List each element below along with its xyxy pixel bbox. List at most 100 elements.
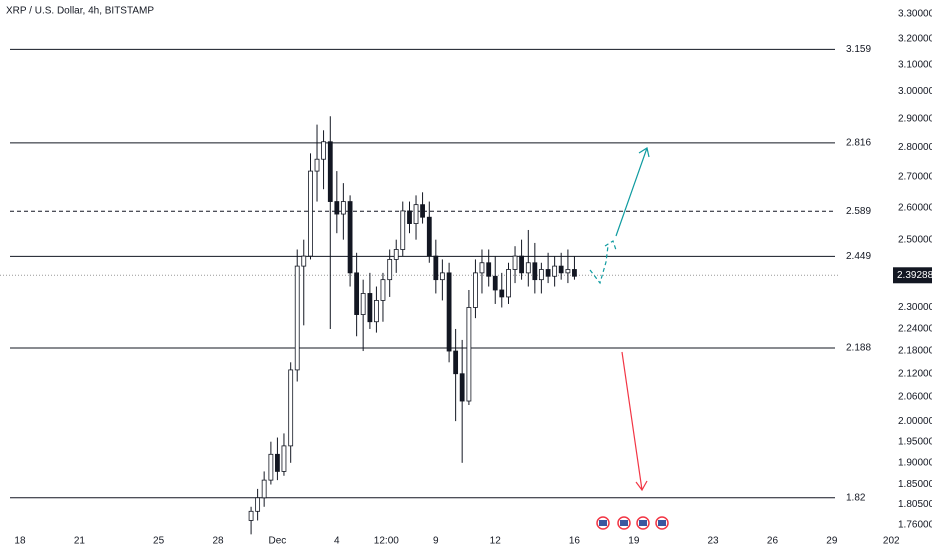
y-tick-label: 1.95000: [898, 436, 932, 447]
event-icons: [596, 516, 669, 530]
y-tick-label: 3.30000: [898, 9, 932, 20]
x-tick-label: 29: [826, 536, 838, 547]
candle-body: [492, 275, 498, 291]
candle-body: [340, 201, 346, 215]
candle-body: [446, 272, 452, 352]
candle-body: [512, 255, 518, 270]
candle-body: [413, 204, 419, 224]
candle-body: [499, 289, 505, 298]
candle-body: [327, 141, 333, 202]
candle-body: [248, 510, 254, 521]
arrow-down: [621, 351, 648, 492]
projection-down: [621, 351, 648, 492]
candle-body: [380, 279, 386, 301]
level-label: 2.816: [846, 138, 871, 149]
x-tick-label: 16: [569, 536, 581, 547]
candle-body: [506, 269, 511, 298]
candle-body: [281, 445, 287, 472]
candle-body: [321, 141, 326, 160]
candle-body: [261, 479, 267, 499]
level-label: 2.188: [846, 343, 871, 354]
y-tick-label: 2.60000: [898, 202, 932, 213]
x-tick-label: 9: [433, 536, 439, 547]
y-tick-label: 2.30000: [898, 302, 932, 313]
x-tick-label: 12:00: [374, 536, 399, 547]
flag: [639, 520, 647, 526]
candle-body: [301, 255, 307, 267]
candle-body: [354, 272, 360, 315]
candle-body: [400, 210, 406, 250]
projection-path: [589, 240, 617, 285]
x-tick-label: 25: [153, 536, 165, 547]
candle-body: [525, 262, 531, 274]
candle-body: [308, 170, 313, 257]
x-tick-label: Dec: [269, 536, 287, 547]
y-tick-label: 1.76000: [898, 520, 932, 531]
candle-body: [545, 269, 551, 277]
y-tick-label: 3.10000: [898, 59, 932, 70]
candle-body: [360, 293, 366, 315]
y-tick-label: 2.80000: [898, 142, 932, 153]
candle-body: [466, 307, 472, 402]
candle-body: [314, 158, 320, 172]
y-tick-label: 2.18000: [898, 346, 932, 357]
y-tick-label: 2.90000: [898, 114, 932, 125]
candle-body: [459, 373, 465, 402]
candle-body: [387, 259, 393, 281]
candle-body: [486, 262, 492, 277]
chart-title: XRP / U.S. Dollar, 4h, BITSTAMP: [6, 6, 154, 17]
candle-body: [538, 269, 544, 281]
x-tick-label: 18: [14, 536, 26, 547]
flag: [658, 520, 666, 526]
y-tick-label: 1.80500: [898, 499, 932, 510]
candle-body: [473, 272, 478, 308]
candle-body: [347, 201, 353, 274]
x-tick-label: 28: [212, 536, 224, 547]
candle-body: [439, 272, 445, 281]
candle-body: [479, 262, 485, 274]
y-tick-label: 2.06000: [898, 392, 932, 403]
candle-body: [433, 255, 439, 281]
candle-body: [558, 265, 564, 274]
last-price-label: 2.39288: [897, 270, 932, 281]
candle-body: [255, 497, 261, 512]
x-tick-label: 26: [767, 536, 779, 547]
candle-body: [519, 255, 524, 274]
candle-body: [374, 300, 379, 323]
plot: 3.30000 3.20000 3.10000 3.00000 2.90000 2.800…: [0, 9, 932, 547]
candle-body: [334, 201, 340, 215]
flag: [599, 520, 607, 526]
x-tick-label: 21: [74, 536, 86, 547]
arrow-up: [615, 147, 650, 237]
level-label: 2.589: [846, 206, 871, 217]
x-tick-label: 202: [883, 536, 900, 547]
x-tick-label: 4: [334, 536, 340, 547]
candle-body: [420, 204, 425, 218]
candle-body: [426, 216, 432, 257]
y-tick-label: 1.85000: [898, 479, 932, 490]
candle-body: [453, 350, 459, 375]
candle-body: [407, 210, 412, 224]
candle-body: [552, 265, 558, 277]
y-tick-label: 3.20000: [898, 34, 932, 45]
y-tick-label: 2.70000: [898, 172, 932, 183]
x-tick-label: 23: [707, 536, 719, 547]
candle-body: [288, 369, 294, 447]
candle-body: [367, 293, 373, 323]
x-tick-label: 12: [490, 536, 502, 547]
flag: [620, 520, 628, 526]
candle-body: [565, 269, 571, 274]
level-label: 2.449: [846, 251, 871, 262]
x-tick-label: 19: [628, 536, 640, 547]
y-tick-label: 2.12000: [898, 368, 932, 379]
candle-body: [268, 453, 274, 481]
candle-body: [572, 269, 577, 277]
candle-body: [275, 453, 280, 472]
candle-body: [393, 249, 399, 260]
projection-up: [589, 147, 650, 285]
candle-body: [532, 262, 538, 281]
y-tick-label: 3.00000: [898, 86, 932, 97]
y-tick-label: 1.90000: [898, 457, 932, 468]
y-tick-label: 2.24000: [898, 324, 932, 335]
